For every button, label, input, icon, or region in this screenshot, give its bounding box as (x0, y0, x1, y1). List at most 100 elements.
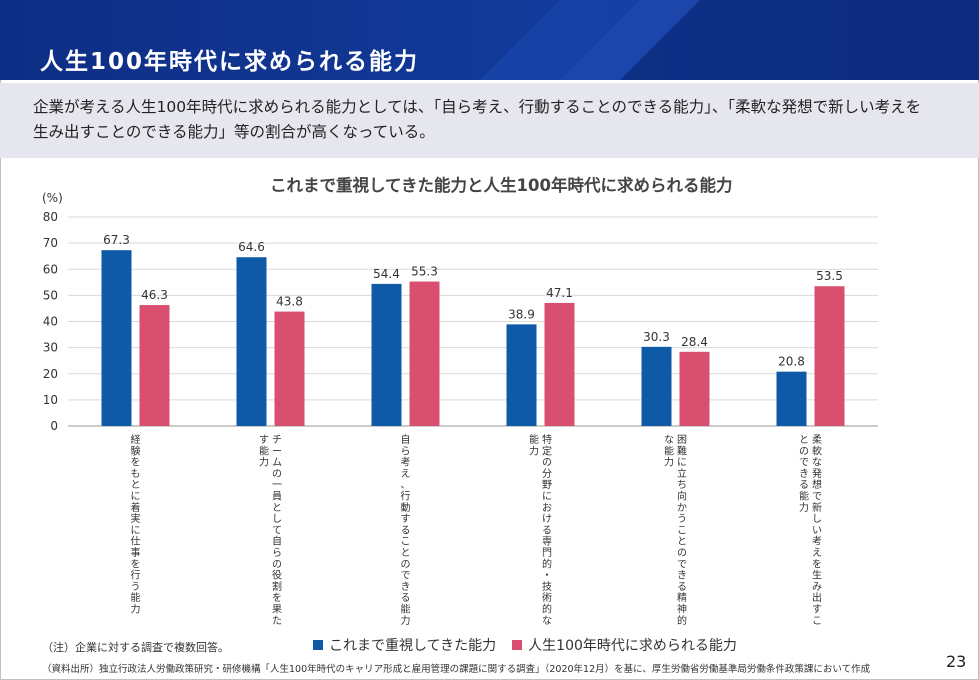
x-tick-char: 立 (677, 467, 687, 480)
x-tick-char: 精 (677, 591, 687, 604)
source-note: （資料出所）独立行政法人労働政策研究・研修機構「人生100年時代のキャリア形成と… (42, 664, 871, 675)
bar-series-1-3 (371, 283, 402, 426)
x-tick-char: チ (272, 434, 282, 446)
x-tick-label: 柔軟な発想で新しい考えを生み出すことのできる能力 (799, 434, 822, 627)
x-tick-char: 想 (812, 478, 822, 491)
x-tick-char: 自 (401, 433, 411, 446)
x-tick-char: 着 (131, 501, 141, 514)
x-tick-char: 的 (677, 614, 687, 627)
chart-title: これまで重視してきた能力と人生100年時代に求められる能力 (270, 176, 733, 195)
x-tick-char: と (677, 536, 687, 548)
y-tick-label: 80 (43, 210, 58, 224)
x-tick-char: な (664, 434, 674, 446)
summary-box: 企業が考える人生100年時代に求められる能力としては、「自ら考え、行動することの… (0, 83, 979, 158)
x-tick-char: 新 (812, 501, 822, 514)
y-tick-label: 20 (43, 367, 58, 381)
y-tick-label: 40 (43, 315, 58, 329)
x-tick-char: え (401, 468, 411, 480)
data-label: 46.3 (141, 288, 168, 302)
x-tick-char: た (272, 615, 282, 627)
y-tick-label: 50 (43, 288, 58, 302)
x-tick-char: で (799, 458, 809, 469)
x-tick-char: 能 (529, 433, 539, 446)
x-tick-char: 定 (542, 444, 552, 457)
x-tick-label: 自ら考え、行動することのできる能力 (401, 433, 411, 627)
x-tick-char: 生 (812, 569, 822, 582)
y-axis-unit: (%) (42, 191, 63, 205)
x-tick-char: 出 (812, 591, 822, 604)
data-label: 54.4 (373, 267, 400, 281)
x-tick-char: き (677, 570, 687, 582)
legend-swatch-series-1 (313, 640, 323, 650)
legend-label-series-1: これまで重視してきた能力 (329, 638, 497, 654)
x-tick-char: 柔 (812, 434, 822, 446)
y-tick-label: 30 (43, 341, 58, 355)
x-tick-char: と (401, 547, 411, 559)
x-tick-char: 実 (131, 512, 141, 525)
bar-series-2-6 (814, 286, 845, 426)
page-number: 23 (946, 652, 967, 671)
x-tick-char: を (812, 558, 822, 570)
x-tick-char: 能 (401, 603, 411, 616)
x-tick-char: ム (272, 457, 282, 469)
x-tick-char: る (677, 581, 687, 593)
x-tick-char: 行 (131, 569, 141, 582)
x-tick-char: の (677, 548, 687, 559)
x-tick-char: 力 (799, 501, 809, 514)
x-tick-char: る (401, 592, 411, 604)
bar-series-1-1 (101, 250, 132, 426)
x-tick-char: と (272, 502, 282, 514)
x-tick-char: の (272, 469, 282, 480)
x-tick-char: 能 (259, 444, 269, 457)
x-tick-char: 経 (131, 433, 141, 446)
x-tick-char: す (259, 434, 269, 446)
data-label: 67.3 (103, 233, 130, 247)
x-tick-char: う (677, 513, 687, 525)
x-tick-char: し (272, 513, 282, 525)
y-tick-label: 0 (50, 419, 58, 433)
x-tick-char: こ (812, 616, 822, 627)
data-label: 28.4 (681, 335, 708, 349)
x-tick-char: け (542, 513, 552, 525)
x-tick-char: ら (272, 547, 282, 559)
header-stripes (480, 0, 979, 80)
data-label: 20.8 (778, 355, 805, 369)
bar-series-2-4 (544, 302, 575, 426)
x-tick-char: の (542, 458, 552, 469)
x-tick-char: こ (401, 537, 411, 548)
header-banner: 人生100年時代に求められる能力 (0, 0, 979, 80)
x-tick-char: な (542, 615, 552, 627)
x-tick-char: ら (401, 445, 411, 457)
x-tick-char: に (542, 491, 552, 503)
bar-series-2-2 (274, 311, 305, 426)
x-tick-char: に (131, 524, 141, 536)
x-tick-char: 的 (542, 557, 552, 570)
x-tick-char: を (131, 457, 141, 469)
x-tick-char: 仕 (131, 535, 141, 548)
x-tick-char: 力 (131, 603, 141, 616)
x-tick-char: 難 (677, 444, 687, 457)
legend-swatch-series-2 (512, 640, 523, 650)
x-tick-char: い (812, 525, 822, 536)
x-tick-char: 発 (812, 467, 822, 480)
x-tick-char: 力 (259, 456, 269, 469)
x-tick-char: 事 (131, 546, 141, 559)
x-tick-char: で (677, 559, 687, 570)
x-tick-char: 神 (677, 603, 687, 616)
x-tick-char: 、 (401, 480, 411, 491)
x-tick-char: す (401, 513, 411, 525)
x-tick-char: 考 (401, 457, 411, 469)
x-tick-char: 門 (542, 547, 552, 559)
x-tick-char: 験 (131, 444, 141, 457)
x-tick-char: 能 (131, 591, 141, 604)
x-tick-char: の (799, 446, 809, 457)
x-tick-char: 軟 (812, 444, 822, 457)
x-tick-char: の (272, 559, 282, 570)
x-tick-char: 割 (272, 580, 282, 593)
x-tick-char: 力 (529, 444, 539, 457)
x-tick-char: か (677, 502, 687, 514)
